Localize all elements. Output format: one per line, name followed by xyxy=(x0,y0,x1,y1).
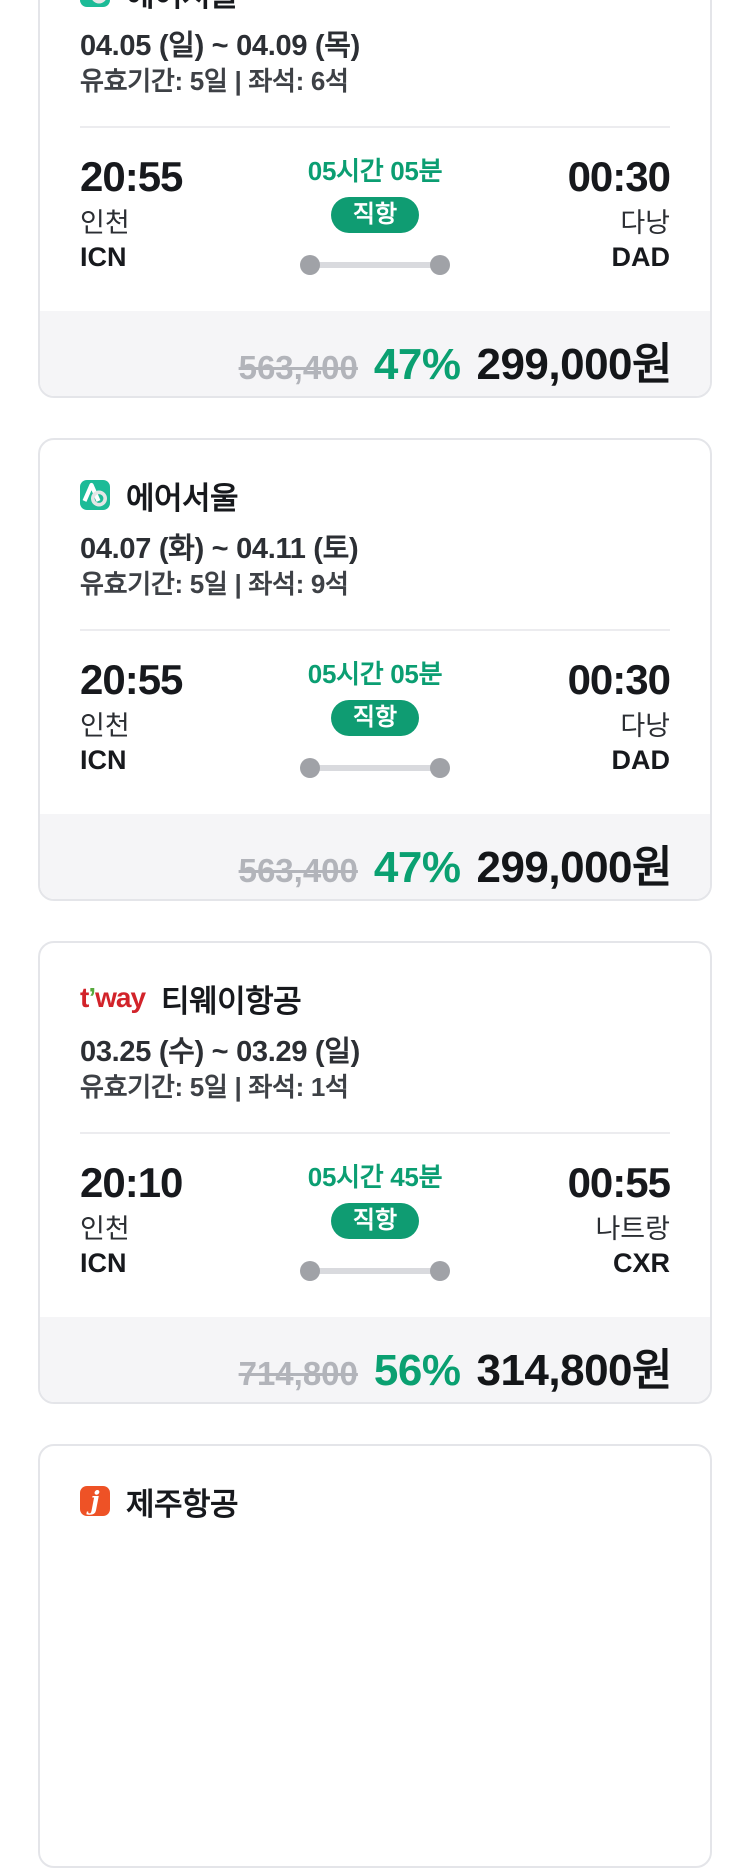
card-body: j 제주항공 xyxy=(40,1446,710,1552)
departure-city: 인천 xyxy=(80,1214,130,1244)
departure-block: 20:55 인천 ICN xyxy=(80,656,260,776)
departure-block: 20:55 인천 ICN xyxy=(80,153,260,273)
arrival-city: 나트랑 xyxy=(595,1214,670,1244)
discount-percent: 47% xyxy=(373,340,461,389)
arrival-block: 00:30 다낭 DAD xyxy=(490,153,671,273)
price-section: 563,400 47% 299,000원 xyxy=(40,814,710,899)
validity-seats: 유효기간: 5일 | 좌석: 6석 xyxy=(80,66,349,96)
route-line-icon xyxy=(300,1261,450,1281)
departure-airport-code: ICN xyxy=(80,242,127,272)
flight-duration: 05시간 05분 xyxy=(307,156,443,186)
departure-time: 20:55 xyxy=(80,153,183,200)
flight-card[interactable]: t’way 티웨이항공 03.25 (수) ~ 03.29 (일) 유효기간: … xyxy=(38,941,712,1404)
airseoul-logo-icon xyxy=(80,0,110,7)
card-body: 에어서울 04.07 (화) ~ 04.11 (토) 유효기간: 5일 | 좌석… xyxy=(40,440,710,814)
final-price: 299,000원 xyxy=(476,340,672,389)
arrival-airport-code: DAD xyxy=(611,745,671,775)
flight-card[interactable]: 에어서울 04.07 (화) ~ 04.11 (토) 유효기간: 5일 | 좌석… xyxy=(38,438,712,901)
direct-flight-badge: 직항 xyxy=(330,700,420,736)
card-body: t’way 티웨이항공 03.25 (수) ~ 03.29 (일) 유효기간: … xyxy=(40,943,710,1317)
flight-middle-block: 05시간 05분 직항 xyxy=(260,154,490,275)
flight-duration: 05시간 45분 xyxy=(307,1162,443,1192)
card-body: 에어서울 04.05 (일) ~ 04.09 (목) 유효기간: 5일 | 좌석… xyxy=(40,0,710,311)
validity-seats: 유효기간: 5일 | 좌석: 1석 xyxy=(80,1072,349,1102)
jeju-air-logo-icon: j xyxy=(80,1486,110,1516)
airline-name: 에어서울 xyxy=(126,480,239,516)
trip-dates: 04.05 (일) ~ 04.09 (목) xyxy=(80,30,360,62)
original-price: 563,400 xyxy=(238,852,358,889)
final-price: 314,800원 xyxy=(476,1346,672,1395)
arrival-city: 다낭 xyxy=(620,711,670,741)
departure-city: 인천 xyxy=(80,711,130,741)
arrival-time: 00:30 xyxy=(567,656,671,703)
route-line-icon xyxy=(300,255,450,275)
departure-airport-code: ICN xyxy=(80,1248,127,1278)
divider xyxy=(80,629,670,631)
tway-logo-icon: t’way xyxy=(80,982,146,1013)
airline-name: 에어서울 xyxy=(126,0,239,15)
flight-middle-block: 05시간 45분 직항 xyxy=(260,1160,490,1281)
flight-info-row: 20:55 인천 ICN 05시간 05분 직항 00:30 다낭 DAD xyxy=(80,656,671,778)
direct-flight-badge: 직항 xyxy=(330,197,420,233)
divider xyxy=(80,1132,670,1134)
original-price: 714,800 xyxy=(238,1355,358,1392)
departure-city: 인천 xyxy=(80,208,130,238)
arrival-airport-code: DAD xyxy=(611,242,671,272)
original-price: 563,400 xyxy=(238,349,358,386)
flight-info-row: 20:10 인천 ICN 05시간 45분 직항 00:55 나트랑 CXR xyxy=(80,1159,671,1281)
trip-dates: 04.07 (화) ~ 04.11 (토) xyxy=(80,533,359,565)
flight-middle-block: 05시간 05분 직항 xyxy=(260,657,490,778)
flight-duration: 05시간 05분 xyxy=(307,659,443,689)
final-price: 299,000원 xyxy=(476,843,672,892)
departure-time: 20:55 xyxy=(80,656,183,703)
airline-row: j 제주항공 xyxy=(80,1486,670,1522)
airseoul-logo-icon xyxy=(80,480,110,510)
airline-row: 에어서울 xyxy=(80,480,670,516)
price-section: 563,400 47% 299,000원 xyxy=(40,311,710,396)
discount-percent: 47% xyxy=(373,843,461,892)
validity-seats: 유효기간: 5일 | 좌석: 9석 xyxy=(80,569,349,599)
arrival-airport-code: CXR xyxy=(612,1248,670,1278)
price-section: 714,800 56% 314,800원 xyxy=(40,1317,710,1402)
arrival-time: 00:30 xyxy=(567,153,671,200)
divider xyxy=(80,126,670,128)
departure-block: 20:10 인천 ICN xyxy=(80,1159,260,1279)
arrival-block: 00:55 나트랑 CXR xyxy=(490,1159,671,1279)
airline-name: 제주항공 xyxy=(126,1486,239,1522)
flight-card[interactable]: 에어서울 04.05 (일) ~ 04.09 (목) 유효기간: 5일 | 좌석… xyxy=(38,0,712,398)
airline-row: 에어서울 xyxy=(80,0,670,13)
trip-dates: 03.25 (수) ~ 03.29 (일) xyxy=(80,1036,360,1068)
arrival-block: 00:30 다낭 DAD xyxy=(490,656,671,776)
direct-flight-badge: 직항 xyxy=(330,1203,420,1239)
arrival-time: 00:55 xyxy=(567,1159,671,1206)
airline-name: 티웨이항공 xyxy=(161,983,302,1019)
route-line-icon xyxy=(300,758,450,778)
departure-airport-code: ICN xyxy=(80,745,127,775)
airline-row: t’way 티웨이항공 xyxy=(80,982,670,1019)
departure-time: 20:10 xyxy=(80,1159,183,1206)
discount-percent: 56% xyxy=(373,1346,461,1395)
flight-info-row: 20:55 인천 ICN 05시간 05분 직항 00:30 다낭 DAD xyxy=(80,153,671,275)
flight-card[interactable]: j 제주항공 xyxy=(38,1444,712,1868)
arrival-city: 다낭 xyxy=(620,208,670,238)
